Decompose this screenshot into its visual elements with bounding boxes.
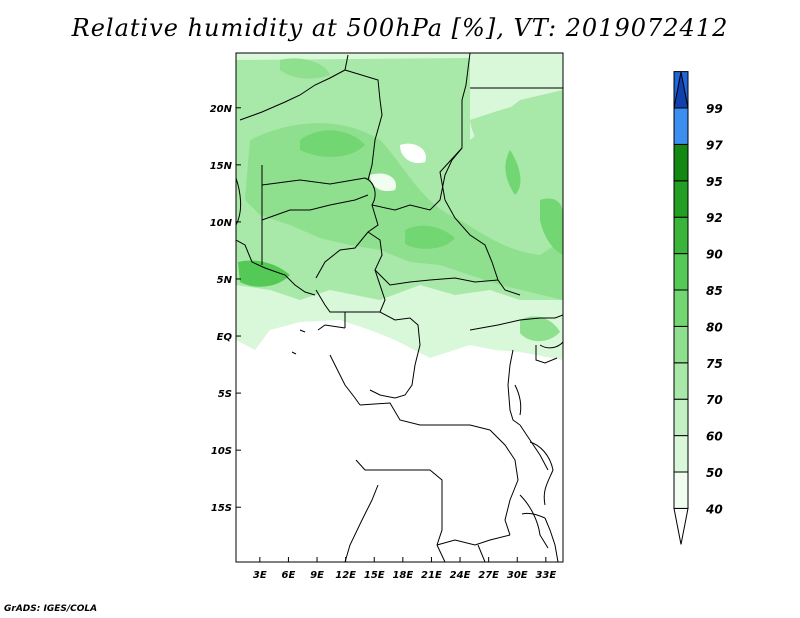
colorbar-label: 80: [706, 320, 723, 334]
x-tick-label: 30E: [507, 570, 528, 581]
x-tick-label: 6E: [282, 570, 296, 581]
x-tick-label: 3E: [253, 570, 267, 581]
colorbar-label: 75: [706, 357, 723, 371]
colorbar-swatch: [673, 398, 689, 437]
x-tick-label: 33E: [535, 570, 556, 581]
colorbar-label: 97: [706, 138, 723, 152]
colorbar-label: 40: [705, 502, 723, 516]
y-tick-label: 15N: [210, 161, 233, 172]
colorbar-swatch: [673, 362, 689, 400]
x-tick-label: 24E: [450, 570, 471, 581]
colorbar-high-triangle: [673, 71, 689, 109]
y-tick-label: 5N: [217, 275, 233, 286]
colorbar-swatch: [673, 216, 689, 255]
y-tick-label: 20N: [210, 104, 233, 115]
colorbar-label: 50: [706, 466, 723, 480]
colorbar-swatch: [673, 143, 689, 182]
x-tick-label: 18E: [392, 570, 413, 581]
y-tick-label: 15S: [211, 503, 232, 514]
x-tick-label: 27E: [478, 570, 499, 581]
colorbar-low-triangle: [673, 507, 689, 545]
x-tick-label: 21E: [421, 570, 442, 581]
colorbar-label: 92: [706, 211, 723, 225]
colorbar-label: 60: [706, 430, 723, 444]
colorbar-label: 70: [706, 393, 723, 407]
colorbar-label: 85: [706, 284, 723, 298]
x-tick-label: 9E: [310, 570, 324, 581]
map-frame: [235, 52, 564, 563]
y-tick-label: 10N: [210, 218, 233, 229]
humidity-shading: [236, 53, 563, 360]
longitude-axis: 3E 6E 9E 12E 15E 18E 21E 24E 27E 30E 33E: [253, 557, 556, 581]
colorbar-swatch: [673, 289, 689, 327]
colorbar-swatch: [673, 435, 689, 473]
y-tick-label: 5S: [218, 389, 232, 400]
colorbar-swatch: [673, 253, 689, 291]
y-tick-label: 10S: [211, 446, 232, 457]
colorbar-swatch: [673, 180, 689, 218]
x-tick-label: 15E: [364, 570, 385, 581]
colorbar-label: 99: [706, 102, 723, 116]
colorbar-swatch: [673, 325, 689, 364]
chart-title: Relative humidity at 500hPa [%], VT: 201…: [71, 14, 729, 42]
colorbar-label: 90: [706, 248, 723, 262]
colorbar-label: 95: [706, 175, 723, 189]
latitude-axis: 20N 15N 10N 5N EQ 5S 10S 15S: [210, 104, 241, 514]
y-tick-label: EQ: [217, 332, 233, 343]
colorbar-swatch: [673, 107, 689, 145]
country-borders: [236, 53, 563, 562]
colorbar: 40 50 60 70 75 80 85 90 92 95 97 99: [673, 71, 723, 545]
colorbar-swatch: [673, 471, 689, 509]
x-tick-label: 12E: [335, 570, 356, 581]
grads-credit: GrADS: IGES/COLA: [4, 604, 98, 614]
